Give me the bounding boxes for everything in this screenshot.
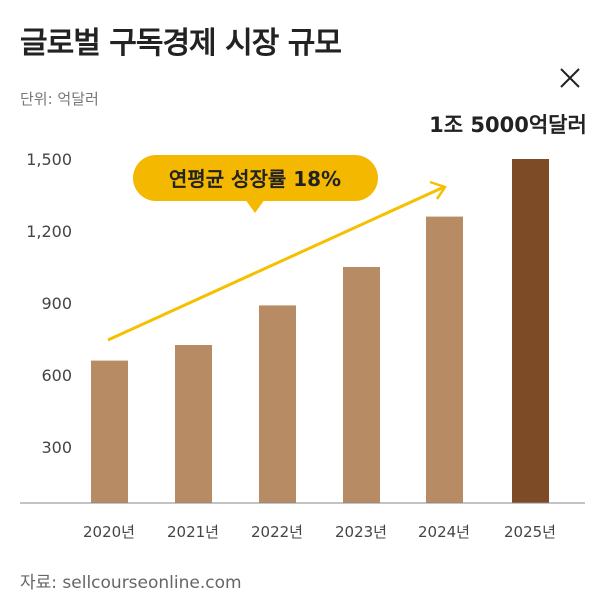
bar-2023 [343,267,380,503]
x-tick-label: 2020년 [83,523,135,541]
page-title: 글로벌 구독경제 시장 규모 [20,26,342,61]
bar-2024 [426,216,463,503]
y-tick-label: 300 [41,438,72,457]
growth-callout: 연평균 성장률 18% [133,155,378,213]
trend-arrow [107,180,447,342]
x-tick-label: 2023년 [335,523,387,541]
y-tick-label: 600 [41,366,72,385]
unit-label: 단위: 억달러 [20,90,99,108]
bar-2021 [175,345,212,503]
close-icon[interactable] [556,64,584,92]
y-tick-label: 1,200 [26,222,72,241]
top-annotation: 1조 5000억달러 [429,113,587,137]
y-tick-label: 1,500 [26,150,72,169]
y-tick-label: 900 [41,294,72,313]
growth-callout-text: 연평균 성장률 18% [169,167,341,191]
bar-chart: 300 600 900 1,200 1,500 2020년 2021년 2022년 2023년… [20,113,587,541]
bar-2020 [91,360,128,503]
bar-2025 [512,159,549,503]
source-label: 자료: sellcourseonline.com [20,573,242,593]
x-tick-label: 2021년 [167,523,219,541]
x-tick-label: 2024년 [418,523,470,541]
bar-2022 [259,305,296,503]
x-tick-label: 2022년 [251,523,303,541]
x-tick-label: 2025년 [504,523,556,541]
